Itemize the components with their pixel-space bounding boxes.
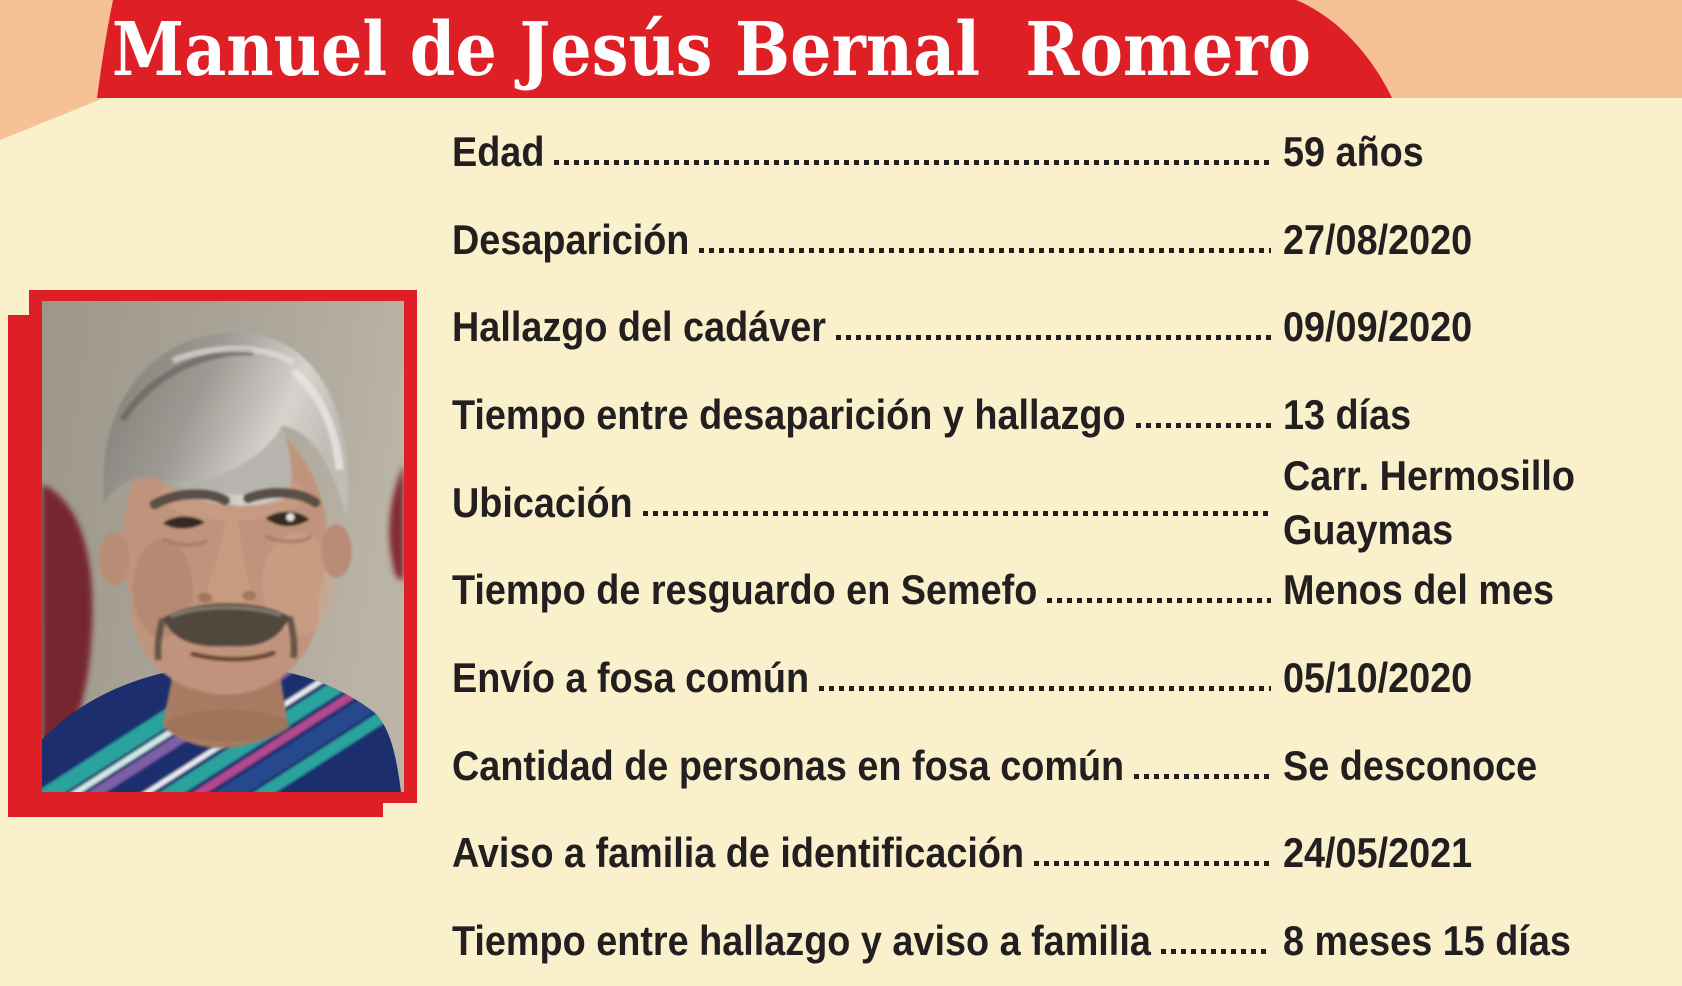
field-value: 59 años <box>1283 128 1424 175</box>
info-row: Ubicación Carr. Hermosillo Guaymas <box>452 445 1680 561</box>
photo-frame-front <box>29 290 417 803</box>
dotted-leader <box>1047 597 1271 603</box>
info-row: Tiempo entre hallazgo y aviso a familia … <box>452 909 1680 973</box>
dotted-leader <box>1034 860 1271 866</box>
field-value: 27/08/2020 <box>1283 216 1473 263</box>
info-row: Hallazgo del cadáver 09/09/2020 <box>452 295 1680 359</box>
dotted-leader <box>1135 422 1271 428</box>
header-banner <box>0 0 1682 140</box>
dotted-leader <box>642 510 1271 516</box>
field-value: 24/05/2021 <box>1283 829 1473 876</box>
dotted-leader <box>554 159 1271 165</box>
photo-frame <box>8 288 418 820</box>
info-row: Tiempo entre desaparición y hallazgo 13 … <box>452 383 1680 447</box>
field-value: Se desconoce <box>1283 742 1538 789</box>
field-value: 13 días <box>1283 391 1412 438</box>
field-label: Ubicación <box>452 479 633 526</box>
dotted-leader <box>819 685 1271 691</box>
info-row: Cantidad de personas en fosa común Se de… <box>452 734 1680 798</box>
person-name-title: Manuel de Jesús Bernal Romero <box>112 7 1312 93</box>
info-row: Edad 59 años <box>452 120 1680 184</box>
field-label: Tiempo entre desaparición y hallazgo <box>452 391 1126 438</box>
dotted-leader <box>835 334 1271 340</box>
field-value: 09/09/2020 <box>1283 303 1473 350</box>
dotted-leader <box>1160 948 1271 954</box>
field-label: Cantidad de personas en fosa común <box>452 742 1125 789</box>
field-label: Hallazgo del cadáver <box>452 303 826 350</box>
dotted-leader <box>699 247 1271 253</box>
field-value: Menos del mes <box>1283 566 1554 613</box>
info-row: Desaparición 27/08/2020 <box>452 208 1680 272</box>
field-label: Desaparición <box>452 216 690 263</box>
info-row: Tiempo de resguardo en Semefo Menos del … <box>452 558 1680 622</box>
peach-corner-wedge <box>0 98 104 140</box>
field-label: Tiempo entre hallazgo y aviso a familia <box>452 917 1151 964</box>
red-ribbon <box>97 0 1392 98</box>
field-label: Tiempo de resguardo en Semefo <box>452 566 1038 613</box>
field-label: Edad <box>452 128 545 175</box>
info-row: Aviso a familia de identificación 24/05/… <box>452 821 1680 885</box>
portrait-photo <box>42 301 404 792</box>
field-value: 05/10/2020 <box>1283 654 1473 701</box>
field-label: Envío a fosa común <box>452 654 810 701</box>
info-row: Envío a fosa común 05/10/2020 <box>452 646 1680 710</box>
field-value: 8 meses 15 días <box>1283 917 1571 964</box>
field-value: Carr. Hermosillo Guaymas <box>1283 452 1576 553</box>
field-label: Aviso a familia de identificación <box>452 829 1025 876</box>
dotted-leader <box>1134 773 1271 779</box>
